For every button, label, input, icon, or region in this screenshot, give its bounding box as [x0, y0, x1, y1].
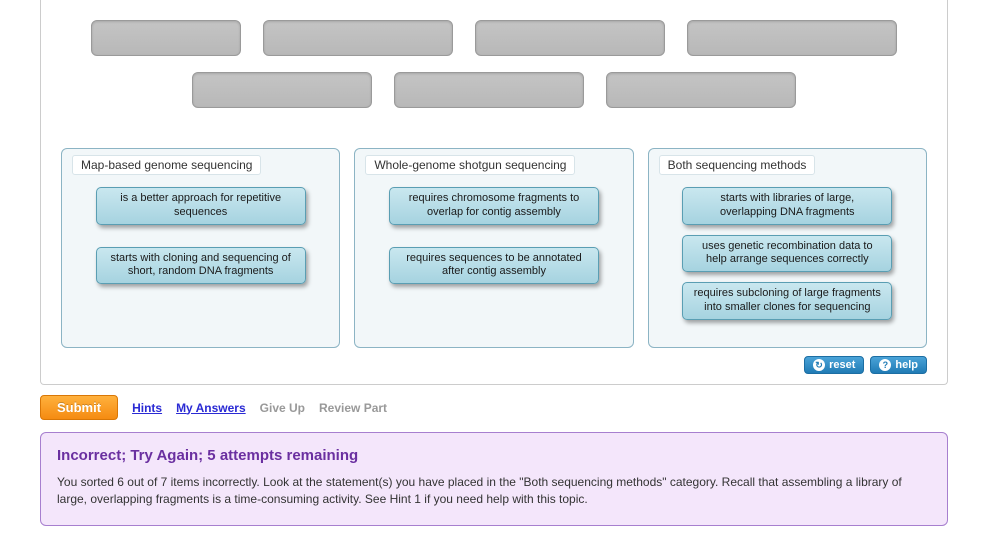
drag-source-area: [61, 20, 927, 108]
drop-bin[interactable]: Whole-genome shotgun sequencing requires …: [354, 148, 633, 348]
reset-button[interactable]: ↻ reset: [804, 356, 864, 374]
bin-items: starts with libraries of large, overlapp…: [659, 187, 916, 320]
bin-items: requires chromosome fragments to overlap…: [365, 187, 622, 284]
empty-drag-slot[interactable]: [606, 72, 796, 108]
review-part-link: Review Part: [319, 401, 387, 415]
panel-footer: ↻ reset ? help: [61, 356, 927, 374]
sortable-chip[interactable]: requires chromosome fragments to overlap…: [389, 187, 599, 225]
drop-bin[interactable]: Both sequencing methods starts with libra…: [648, 148, 927, 348]
bin-items: is a better approach for repetitive sequ…: [72, 187, 329, 284]
reset-icon: ↻: [813, 359, 825, 371]
action-row: Submit Hints My Answers Give Up Review P…: [40, 395, 948, 420]
sortable-chip[interactable]: requires sequences to be annotated after…: [389, 247, 599, 285]
empty-drag-slot[interactable]: [91, 20, 241, 56]
bin-title: Whole-genome shotgun sequencing: [365, 155, 575, 175]
activity-panel: Map-based genome sequencing is a better a…: [40, 0, 948, 385]
hints-link[interactable]: Hints: [132, 401, 162, 415]
empty-drag-slot[interactable]: [263, 20, 453, 56]
empty-drag-slot[interactable]: [687, 20, 897, 56]
sortable-chip[interactable]: starts with cloning and sequencing of sh…: [96, 247, 306, 285]
empty-drag-slot[interactable]: [394, 72, 584, 108]
sortable-chip[interactable]: is a better approach for repetitive sequ…: [96, 187, 306, 225]
give-up-link: Give Up: [260, 401, 305, 415]
submit-button[interactable]: Submit: [40, 395, 118, 420]
sortable-chip[interactable]: requires subcloning of large fragments i…: [682, 282, 892, 320]
submit-label: Submit: [57, 400, 101, 415]
sortable-chip[interactable]: starts with libraries of large, overlapp…: [682, 187, 892, 225]
bin-title: Both sequencing methods: [659, 155, 816, 175]
drop-bin[interactable]: Map-based genome sequencing is a better a…: [61, 148, 340, 348]
empty-drag-slot[interactable]: [192, 72, 372, 108]
help-button[interactable]: ? help: [870, 356, 927, 374]
help-label: help: [895, 359, 918, 371]
reset-label: reset: [829, 359, 855, 371]
feedback-body: You sorted 6 out of 7 items incorrectly.…: [57, 474, 931, 509]
my-answers-link[interactable]: My Answers: [176, 401, 246, 415]
sortable-chip[interactable]: uses genetic recombination data to help …: [682, 235, 892, 273]
feedback-title: Incorrect; Try Again; 5 attempts remaini…: [57, 447, 931, 464]
drop-bins-row: Map-based genome sequencing is a better a…: [61, 148, 927, 348]
help-icon: ?: [879, 359, 891, 371]
bin-title: Map-based genome sequencing: [72, 155, 261, 175]
empty-drag-slot[interactable]: [475, 20, 665, 56]
feedback-panel: Incorrect; Try Again; 5 attempts remaini…: [40, 432, 948, 526]
